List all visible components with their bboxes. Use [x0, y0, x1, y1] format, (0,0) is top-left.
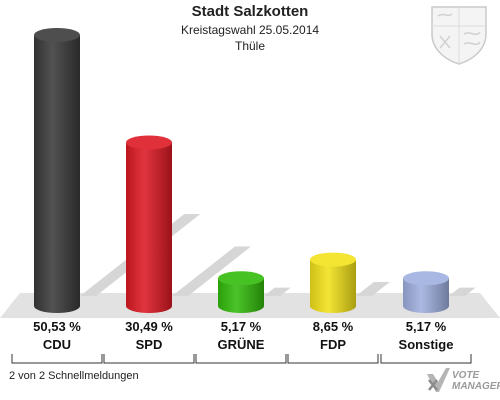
category-label-spd: SPD [136, 337, 163, 352]
brand-line-1: VOTE [452, 370, 480, 381]
bar-spd [126, 135, 172, 313]
bar-shadow-fdp [356, 281, 390, 296]
district-name: Thüle [234, 39, 266, 53]
value-label-sonstige: 5,17 % [406, 319, 447, 334]
bar-sonstige [403, 271, 449, 313]
value-label-spd: 30,49 % [125, 319, 173, 334]
value-label-gr-ne: 5,17 % [221, 319, 262, 334]
bar-cdu [34, 27, 80, 313]
value-label-cdu: 50,53 % [33, 319, 81, 334]
chart-title: Stadt Salzkotten [191, 3, 309, 20]
vote-manager-logo [427, 368, 450, 392]
category-label-cdu: CDU [43, 337, 71, 352]
category-bracket-fdp [287, 354, 379, 364]
bar-shadow-gr-ne [264, 287, 291, 296]
vote-manager-wordmark: VOTE MANAGER [452, 370, 500, 392]
reports-status: 2 von 2 Schnellmeldungen [9, 370, 139, 382]
category-bracket-gr-ne [195, 354, 287, 364]
bar-shadow-sonstige [449, 287, 476, 296]
chart-subtitle: Kreistagswahl 25.05.2014 [180, 23, 320, 37]
bar-gr-ne [218, 271, 264, 313]
bar-fdp [310, 252, 356, 313]
category-label-sonstige: Sonstige [399, 337, 454, 352]
category-label-fdp: FDP [320, 337, 346, 352]
value-label-fdp: 8,65 % [313, 319, 354, 334]
category-bracket-sonstige [380, 354, 472, 364]
category-bracket-cdu [11, 354, 103, 364]
coat-of-arms-icon [431, 6, 487, 65]
brand-line-2: MANAGER [452, 381, 500, 392]
category-label-gr-ne: GRÜNE [218, 337, 265, 352]
category-bracket-spd [103, 354, 195, 364]
bar-shadow-spd [172, 246, 251, 296]
